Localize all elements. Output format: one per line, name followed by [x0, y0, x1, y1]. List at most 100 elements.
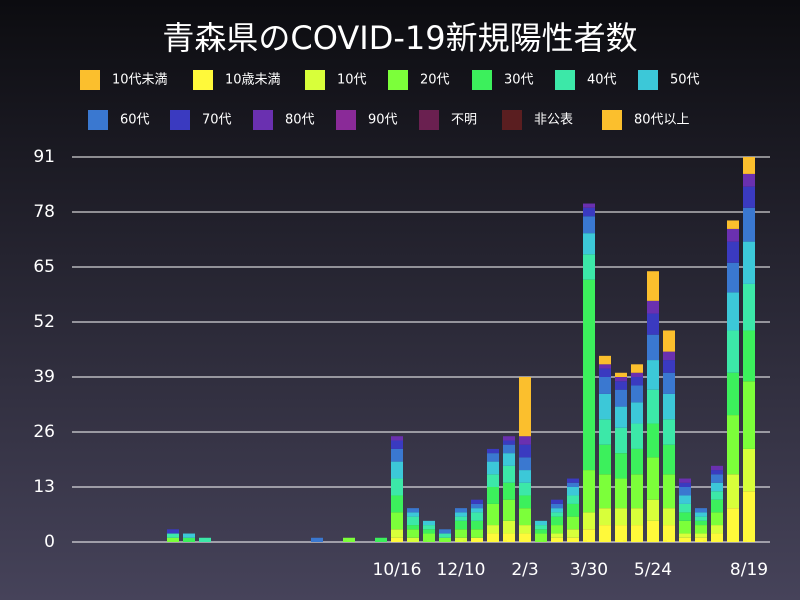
bar-segment [647, 389, 659, 424]
bar-segment [647, 313, 659, 335]
bar-segment [391, 537, 403, 542]
bar-segment [695, 520, 707, 526]
bar-segment [663, 351, 675, 361]
bar-segment [471, 508, 483, 513]
legend-label: 50代 [670, 73, 700, 88]
bar-segment [503, 453, 515, 466]
bar-segment [519, 377, 531, 437]
bar-segment [455, 537, 467, 542]
bar-segment [567, 503, 579, 517]
bar-segment [615, 453, 627, 479]
bar-segment [567, 516, 579, 530]
bar-segment [599, 444, 611, 475]
bar-segment [471, 537, 483, 542]
bar-segment [647, 300, 659, 314]
x-tick-label: 8/19 [730, 560, 768, 580]
bar-segment [711, 465, 723, 471]
bar-segment [535, 529, 547, 534]
bar-segment [407, 508, 419, 513]
bar-segment [631, 448, 643, 475]
legend-swatch [602, 110, 622, 130]
bar-segment [519, 525, 531, 534]
bar-segment [727, 330, 739, 373]
bar-segment [631, 364, 643, 373]
bar-segment [455, 512, 467, 517]
bar-segment [679, 512, 691, 521]
bar-segment [743, 330, 755, 382]
bar-segment [567, 482, 579, 487]
bar-segment [727, 474, 739, 509]
x-tick-label: 12/10 [437, 560, 486, 580]
x-tick-label: 2/3 [511, 560, 538, 580]
bar-segment [631, 385, 643, 403]
bar-segment [455, 520, 467, 530]
bar-segment [631, 525, 643, 542]
bar-segment [471, 520, 483, 530]
bar-segment [455, 516, 467, 521]
bar-segment [663, 444, 675, 475]
bar-segment [679, 495, 691, 504]
bar-segment [711, 533, 723, 542]
bar-segment [631, 474, 643, 509]
legend-swatch [88, 110, 108, 130]
bar-segment [551, 499, 563, 504]
bar-segment [471, 499, 483, 504]
bar-segment [711, 482, 723, 492]
bar-segment [695, 533, 707, 538]
legend-label: 10代未満 [112, 73, 168, 88]
bar-segment [551, 533, 563, 538]
bar-segment [535, 520, 547, 526]
bar-segment [679, 503, 691, 513]
bar-segment [503, 465, 515, 483]
bar-segment [391, 512, 403, 530]
bar-segment [487, 453, 499, 462]
bar-segment [519, 482, 531, 496]
bar-segment [679, 478, 691, 483]
bar-segment [391, 448, 403, 462]
legend-label: 10歳未満 [225, 73, 281, 88]
bar-segment [663, 360, 675, 373]
bar-segment [727, 220, 739, 229]
bar-segment [727, 228, 739, 242]
bar-segment [407, 516, 419, 526]
legend-label: 60代 [120, 113, 150, 128]
bar-segment [743, 173, 755, 187]
bar-segment [695, 537, 707, 542]
bar-segment [519, 457, 531, 471]
legend-label: 20代 [420, 73, 450, 88]
bar-segment [631, 377, 643, 386]
legend-swatch [253, 110, 273, 130]
bar-segment [583, 512, 595, 530]
bar-segment [487, 525, 499, 534]
bar-segment [615, 508, 627, 526]
legend-label: 30代 [504, 73, 534, 88]
bar-segment [183, 533, 195, 538]
y-tick-label: 78 [33, 202, 55, 222]
y-tick-label: 91 [33, 147, 55, 167]
bar-segment [679, 537, 691, 542]
bar-segment [615, 372, 627, 377]
bar-segment [743, 283, 755, 331]
bar-segment [311, 537, 323, 542]
bar-segment [567, 495, 579, 504]
legend-swatch [419, 110, 439, 130]
bar-segment [503, 482, 515, 500]
y-tick-label: 65 [33, 257, 55, 277]
legend-swatch [502, 110, 522, 130]
bar-segment [519, 508, 531, 526]
bar-segment [615, 389, 627, 407]
bar-segment [487, 474, 499, 487]
bar-segment [503, 499, 515, 521]
bar-segment [599, 393, 611, 420]
bar-segment [743, 381, 755, 449]
bar-segment [727, 262, 739, 293]
bar-segment [711, 470, 723, 475]
bar-segment [167, 537, 179, 542]
bar-segment [343, 537, 355, 542]
bar-segment [599, 474, 611, 509]
bar-segment [503, 436, 515, 441]
bar-segment [679, 520, 691, 534]
legend-swatch [336, 110, 356, 130]
bar-segment [599, 377, 611, 394]
bar-segment [599, 419, 611, 445]
